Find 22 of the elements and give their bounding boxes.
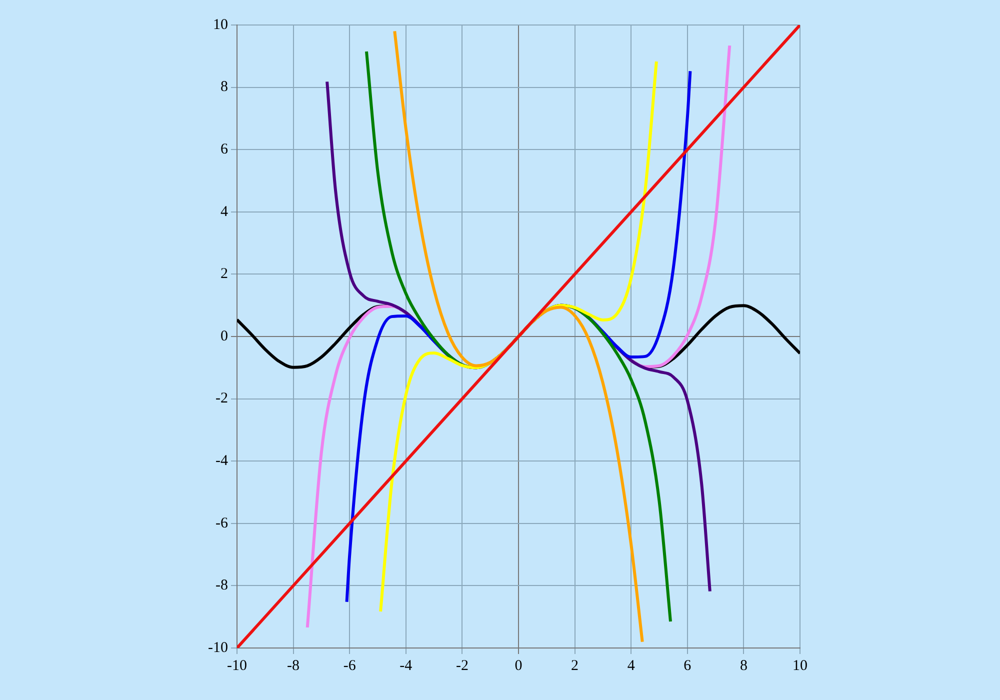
x-tick-label: 6: [684, 658, 692, 674]
y-tick-label: -2: [215, 390, 228, 407]
x-tick-label: 8: [740, 658, 748, 674]
x-tick-label: -2: [456, 658, 468, 674]
y-tick-label: 2: [220, 266, 228, 282]
y-tick-label: -8: [215, 578, 228, 594]
line-series: [393, 30, 644, 644]
x-tick-label: -8: [287, 658, 300, 674]
x-tick-label: 2: [571, 658, 579, 674]
y-tick-label: 10: [212, 16, 228, 33]
y-tick-label: 0: [220, 328, 228, 344]
y-tick-label: 6: [220, 142, 228, 158]
y-tick-label: 4: [220, 204, 228, 220]
y-tick-label: -4: [215, 453, 228, 470]
x-tick-label: -6: [343, 658, 356, 674]
y-tick-label: -6: [215, 515, 228, 532]
y-tick-label: -10: [208, 640, 228, 656]
x-tick-label: 10: [792, 658, 808, 674]
x-tick-label: 0: [514, 658, 522, 674]
x-tick-label: -4: [400, 658, 413, 674]
x-tick-label: 4: [627, 658, 636, 674]
y-tick-label: 8: [220, 79, 228, 96]
